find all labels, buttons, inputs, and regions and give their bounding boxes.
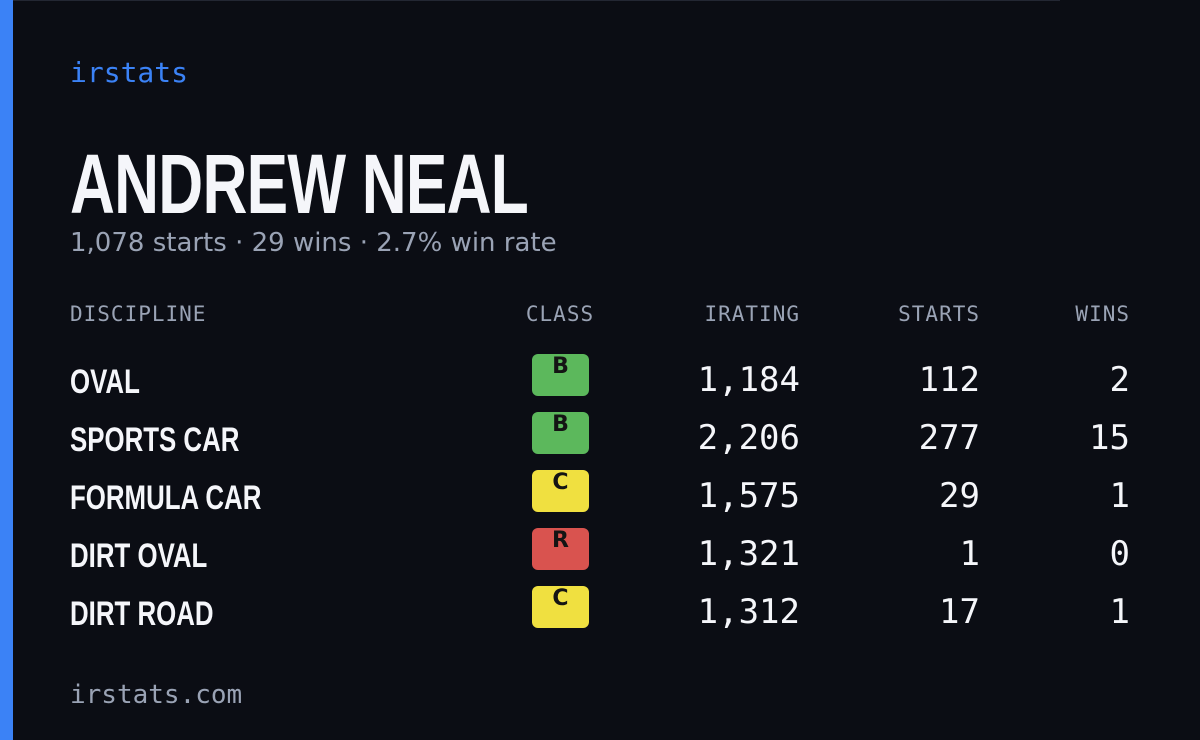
starts: 277 <box>918 418 980 458</box>
discipline: FORMULA CAR <box>70 479 262 517</box>
discipline: SPORTS CAR <box>70 421 240 459</box>
accent-stripe <box>0 0 13 740</box>
driver-name: ANDREW NEAL <box>70 137 529 231</box>
class-badge: R <box>532 528 589 570</box>
class-badge: C <box>532 470 589 512</box>
wins: 2 <box>1109 360 1130 400</box>
class-badge: B <box>532 412 589 454</box>
starts: 112 <box>918 360 980 400</box>
starts: 1 <box>959 534 980 574</box>
class-badge: C <box>532 586 589 628</box>
column-header: IRATING <box>704 302 800 326</box>
wins: 1 <box>1109 476 1130 516</box>
irating: 1,575 <box>697 476 800 516</box>
irating: 2,206 <box>697 418 800 458</box>
discipline: OVAL <box>70 363 140 401</box>
summary: 1,078 starts · 29 wins · 2.7% win rate <box>70 228 557 258</box>
column-header: DISCIPLINE <box>70 302 207 326</box>
class-badge: B <box>532 354 589 396</box>
wins: 0 <box>1109 534 1130 574</box>
wins: 1 <box>1109 592 1130 632</box>
discipline: DIRT OVAL <box>70 537 208 575</box>
header-rule <box>0 0 1060 1</box>
starts: 29 <box>939 476 980 516</box>
wins: 15 <box>1089 418 1130 458</box>
irating: 1,184 <box>697 360 800 400</box>
column-header: WINS <box>1075 302 1130 326</box>
starts: 17 <box>939 592 980 632</box>
footer: irstats.com <box>70 680 243 710</box>
brand: irstats <box>70 56 189 89</box>
column-header: CLASS <box>525 302 595 326</box>
discipline: DIRT ROAD <box>70 595 214 633</box>
irating: 1,321 <box>697 534 800 574</box>
column-header: STARTS <box>898 302 980 326</box>
irating: 1,312 <box>697 592 800 632</box>
